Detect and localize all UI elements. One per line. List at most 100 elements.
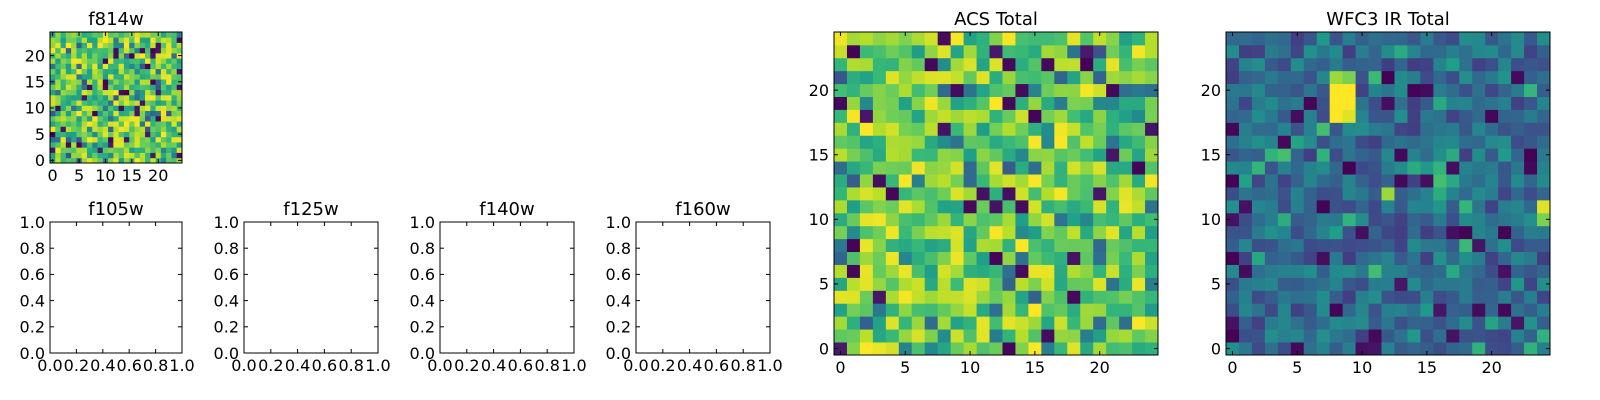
heatmap-cell bbox=[81, 136, 88, 143]
heatmap-cell bbox=[1002, 135, 1016, 149]
heatmap-cell bbox=[1028, 70, 1042, 85]
heatmap-cell bbox=[1290, 161, 1305, 175]
heatmap-cell bbox=[102, 52, 109, 59]
heatmap-cell bbox=[166, 105, 172, 111]
heatmap-cell bbox=[1303, 122, 1318, 136]
heatmap-cell bbox=[1368, 148, 1382, 162]
heatmap-cell bbox=[81, 152, 88, 159]
heatmap-cell bbox=[113, 37, 120, 43]
heatmap-cell bbox=[1485, 122, 1499, 136]
heatmap-cell bbox=[150, 110, 156, 117]
heatmap-cell bbox=[92, 68, 98, 75]
heatmap-cell bbox=[859, 225, 874, 240]
heatmap-cell bbox=[134, 63, 141, 70]
heatmap-cell bbox=[911, 277, 926, 291]
heatmap-cell bbox=[1093, 96, 1107, 110]
heatmap-cell bbox=[118, 94, 125, 101]
heatmap-cell bbox=[1381, 57, 1395, 72]
heatmap-cell bbox=[176, 121, 183, 127]
heatmap-cell bbox=[1485, 225, 1499, 240]
heatmap-cell bbox=[1329, 44, 1344, 59]
heatmap-cell bbox=[872, 303, 887, 317]
heatmap-cell bbox=[1368, 342, 1382, 356]
heatmap-cell bbox=[963, 32, 977, 46]
heatmap-cell bbox=[1303, 199, 1318, 214]
heatmap-cell bbox=[60, 142, 67, 148]
heatmap-cell bbox=[1498, 329, 1512, 343]
heatmap-cell bbox=[950, 187, 964, 201]
axes-frame bbox=[833, 31, 1159, 356]
heatmap-cell bbox=[1381, 199, 1395, 214]
heatmap-cell bbox=[60, 152, 67, 159]
heatmap-cell bbox=[1381, 83, 1395, 97]
heatmap-cell bbox=[1303, 238, 1318, 253]
x-tick-label: 0.6 bbox=[508, 356, 533, 375]
heatmap-cell bbox=[102, 42, 109, 49]
heatmap-cell bbox=[1002, 70, 1016, 85]
heatmap-cell bbox=[1511, 187, 1525, 201]
heatmap-cell bbox=[171, 126, 178, 132]
heatmap-cell bbox=[1226, 264, 1240, 278]
heatmap-cell bbox=[963, 44, 977, 59]
heatmap-cell bbox=[963, 199, 977, 214]
heatmap-cell bbox=[1394, 199, 1408, 214]
heatmap-cell bbox=[1329, 303, 1344, 317]
heatmap-cell bbox=[872, 290, 887, 304]
heatmap-cell bbox=[129, 100, 135, 106]
heatmap-cell bbox=[134, 157, 141, 164]
heatmap-cell bbox=[1080, 32, 1094, 46]
heatmap-cell bbox=[1277, 238, 1292, 253]
heatmap-cell bbox=[71, 147, 77, 153]
heatmap-cell bbox=[1381, 316, 1395, 330]
heatmap-cell bbox=[171, 52, 178, 59]
heatmap-cell bbox=[1355, 83, 1369, 97]
heatmap-cell bbox=[81, 79, 88, 85]
heatmap-cell bbox=[1394, 303, 1408, 317]
heatmap-cell bbox=[1106, 264, 1120, 278]
heatmap-cell bbox=[150, 63, 156, 70]
heatmap-cell bbox=[1251, 199, 1266, 214]
heatmap-cell bbox=[1537, 122, 1551, 136]
heatmap-cell bbox=[113, 42, 120, 49]
heatmap-cell bbox=[50, 37, 56, 43]
heatmap-cell bbox=[50, 147, 56, 153]
heatmap-cell bbox=[859, 109, 874, 123]
heatmap-cell bbox=[108, 131, 114, 138]
heatmap-cell bbox=[885, 135, 900, 149]
heatmap-cell bbox=[1329, 264, 1344, 278]
heatmap-cell bbox=[1015, 83, 1029, 97]
heatmap-cell bbox=[1381, 96, 1395, 110]
heatmap-cell bbox=[55, 147, 61, 153]
heatmap-cell bbox=[97, 32, 104, 38]
y-tick-label: 0.2 bbox=[410, 318, 435, 337]
heatmap-cell bbox=[1226, 251, 1240, 265]
heatmap-cell bbox=[71, 100, 77, 106]
heatmap-cell bbox=[150, 105, 156, 111]
heatmap-cell bbox=[1226, 122, 1240, 136]
heatmap-cell bbox=[97, 110, 104, 117]
heatmap-cell bbox=[92, 79, 98, 85]
heatmap-cell bbox=[834, 199, 848, 214]
heatmap-cell bbox=[1145, 187, 1159, 201]
heatmap-cell bbox=[139, 121, 146, 127]
heatmap-cell bbox=[97, 131, 104, 138]
heatmap-cell bbox=[145, 110, 151, 117]
heatmap-cell bbox=[1002, 251, 1016, 265]
heatmap-cell bbox=[92, 94, 98, 101]
heatmap-cell bbox=[1511, 32, 1525, 46]
heatmap-cell bbox=[166, 37, 172, 43]
heatmap-cell bbox=[911, 44, 926, 59]
heatmap-cell bbox=[1054, 264, 1068, 278]
heatmap-cells bbox=[1226, 32, 1551, 356]
heatmap-cell bbox=[160, 42, 167, 49]
heatmap-cell bbox=[1015, 316, 1029, 330]
heatmap-cell bbox=[1080, 225, 1094, 240]
heatmap-cell bbox=[134, 58, 141, 64]
heatmap-cell bbox=[1420, 290, 1434, 304]
heatmap-cell bbox=[1132, 96, 1146, 110]
heatmap-cell bbox=[1002, 174, 1016, 188]
heatmap-cell bbox=[60, 110, 67, 117]
heatmap-cell bbox=[989, 187, 1003, 201]
heatmap-cell bbox=[166, 100, 172, 106]
